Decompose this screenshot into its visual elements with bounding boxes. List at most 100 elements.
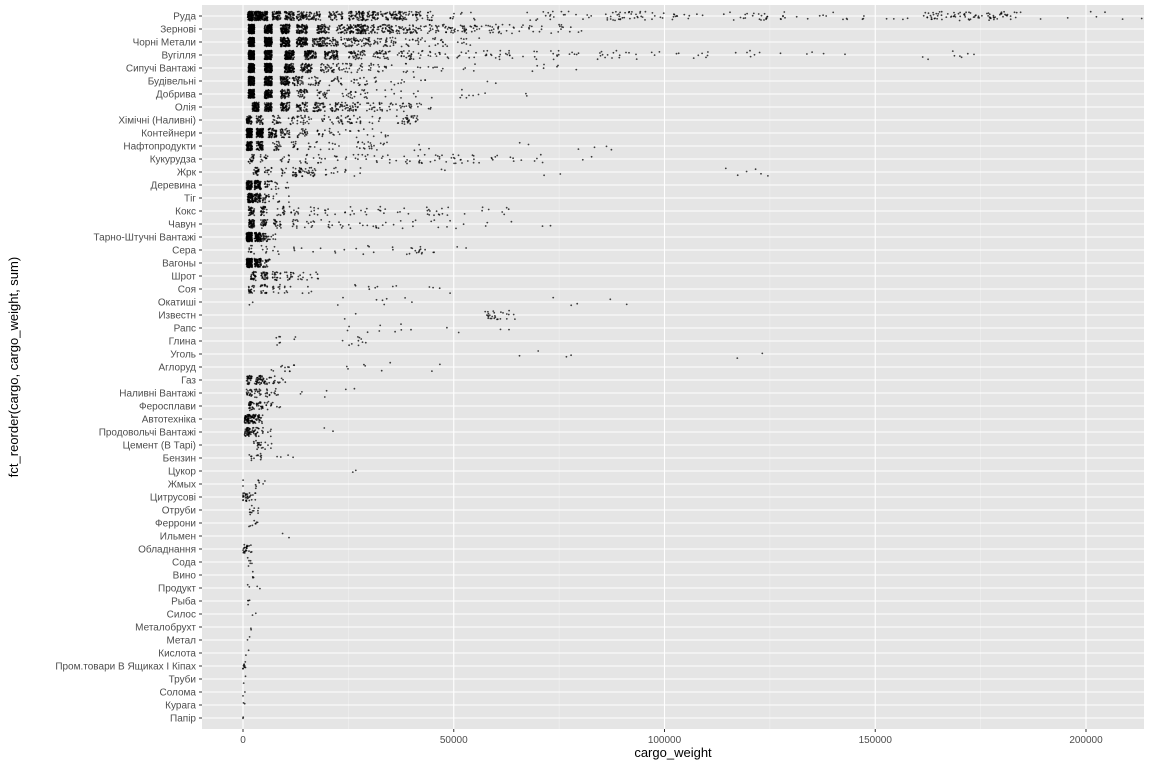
data-point [429,27,432,30]
data-point [278,12,281,15]
data-point [953,11,955,14]
data-point [328,16,330,18]
data-point [965,11,967,14]
data-point [356,53,359,56]
data-point [408,24,411,27]
data-point [288,81,291,83]
data-point [350,37,353,40]
data-point [370,43,372,46]
data-point [268,51,271,53]
data-point [318,38,320,41]
data-point [262,14,264,17]
data-point [307,53,310,56]
data-point [393,83,396,86]
data-point [485,24,487,27]
data-point [562,13,565,16]
data-point [370,19,373,22]
data-point [361,25,363,27]
data-point [495,23,497,26]
data-point [293,17,296,20]
data-point [757,13,760,15]
data-point [288,43,291,46]
data-point [285,75,287,78]
data-point [373,42,376,44]
data-point [360,62,363,65]
data-point [269,30,272,33]
data-point [269,55,272,58]
data-point [392,42,395,45]
data-point [317,84,320,86]
data-point [316,40,319,43]
data-point [394,37,397,40]
data-point [758,51,761,54]
data-point [348,14,351,17]
data-point [253,28,256,30]
data-point [364,30,367,32]
data-point [420,29,423,31]
data-point [987,15,989,17]
data-points [242,10,1143,720]
data-point [437,30,440,32]
data-point [385,38,388,41]
data-point [653,54,656,56]
data-point [606,54,609,56]
data-point [381,70,384,72]
data-point [336,28,339,31]
data-point [312,52,315,55]
data-point [286,67,289,70]
data-point [357,31,360,34]
data-point [396,17,399,20]
data-point [439,39,442,42]
data-point [782,15,784,17]
data-point [1121,18,1124,20]
data-point [766,15,769,18]
data-point [315,76,317,79]
data-point [286,51,289,54]
data-point [331,18,334,21]
data-point [348,67,351,70]
data-point [465,37,468,40]
data-point [377,70,379,73]
data-point [351,30,353,32]
data-point [284,51,287,54]
data-point [296,41,298,44]
data-point [508,49,510,52]
data-point [325,52,328,54]
data-point [379,41,382,43]
data-point [314,84,317,87]
data-point [601,53,604,56]
data-point [308,77,310,80]
data-point [599,54,602,57]
data-point [528,25,531,27]
data-point [382,53,385,55]
data-point [321,25,324,28]
data-point [407,14,410,16]
data-point [661,17,664,19]
data-point [304,68,306,71]
data-point [248,17,251,20]
data-point [405,11,407,14]
data-point [377,12,380,14]
data-point [542,67,545,70]
data-point [404,18,406,21]
data-point [415,26,418,29]
data-point [436,66,438,69]
data-point [406,31,409,34]
data-point [264,58,267,60]
data-point [247,11,250,13]
data-point [305,15,308,17]
data-point [929,14,932,17]
data-point [416,18,419,21]
data-point [263,29,266,32]
data-point [273,10,276,13]
data-point [417,52,420,55]
data-point [341,68,343,71]
data-point [367,37,370,39]
data-point [528,27,530,30]
data-point [688,14,691,17]
data-point [480,25,483,28]
data-point [381,15,384,17]
data-point [353,50,355,53]
data-point [309,84,312,86]
data-point [357,40,360,42]
